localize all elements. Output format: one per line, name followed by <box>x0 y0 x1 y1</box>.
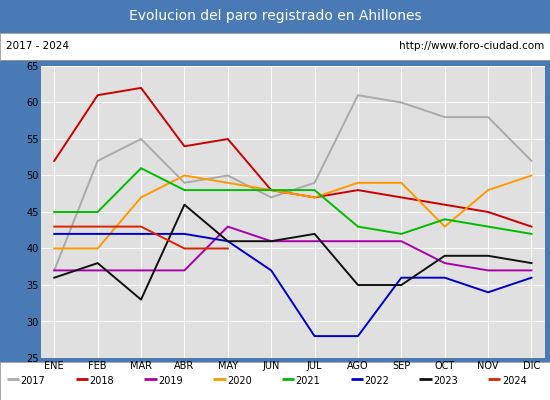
Text: 2017: 2017 <box>21 376 45 386</box>
Text: 2020: 2020 <box>227 376 252 386</box>
Text: 2021: 2021 <box>295 376 320 386</box>
Text: 2018: 2018 <box>89 376 114 386</box>
Text: 2024: 2024 <box>502 376 527 386</box>
Text: http://www.foro-ciudad.com: http://www.foro-ciudad.com <box>399 41 544 51</box>
Text: 2022: 2022 <box>364 376 389 386</box>
Text: 2019: 2019 <box>158 376 183 386</box>
Text: 2017 - 2024: 2017 - 2024 <box>6 41 69 51</box>
Text: 2023: 2023 <box>433 376 458 386</box>
Text: Evolucion del paro registrado en Ahillones: Evolucion del paro registrado en Ahillon… <box>129 9 421 23</box>
